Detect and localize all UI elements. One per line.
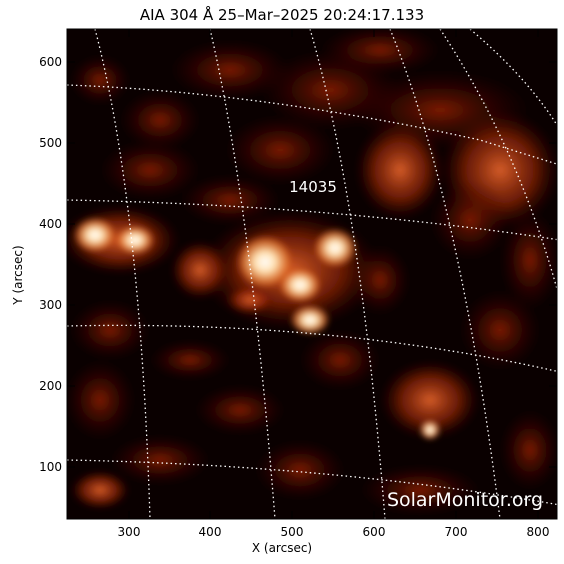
grid-longitude — [389, 29, 501, 519]
y-tick-labels: 100 200 300 400 500 600 — [39, 55, 62, 474]
x-tick-label: 800 — [527, 525, 550, 539]
x-tick-label: 500 — [281, 525, 304, 539]
x-tick-labels: 300 400 500 600 700 800 — [118, 525, 550, 539]
grid-latitude — [67, 84, 557, 165]
watermark: SolarMonitor.org — [387, 489, 543, 511]
y-tick-label: 300 — [39, 298, 62, 312]
plot-title: AIA 304 Å 25–Mar–2025 20:24:17.133 — [139, 6, 425, 24]
y-tick-label: 500 — [39, 136, 62, 150]
heliographic-grid — [67, 29, 557, 519]
x-tick-label: 400 — [199, 525, 222, 539]
grid-longitude — [439, 29, 557, 292]
y-tick-label: 200 — [39, 379, 62, 393]
axis-ticks — [67, 29, 557, 519]
y-tick-label: 600 — [39, 55, 62, 69]
grid-longitude — [469, 29, 557, 127]
x-tick-label: 700 — [445, 525, 468, 539]
active-region-label: 14035 — [289, 178, 337, 196]
solar-image: 14035 SolarMonitor.org — [67, 29, 557, 519]
grid-longitude — [309, 29, 386, 519]
x-tick-label: 600 — [363, 525, 386, 539]
grid-longitude — [209, 29, 276, 519]
y-axis-label: Y (arcsec) — [11, 245, 25, 305]
x-axis-label: X (arcsec) — [251, 541, 313, 555]
plot-frame — [66, 28, 558, 520]
y-tick-label: 400 — [39, 217, 62, 231]
x-tick-label: 300 — [118, 525, 141, 539]
y-tick-label: 100 — [39, 460, 62, 474]
plasma-emission — [67, 29, 557, 515]
